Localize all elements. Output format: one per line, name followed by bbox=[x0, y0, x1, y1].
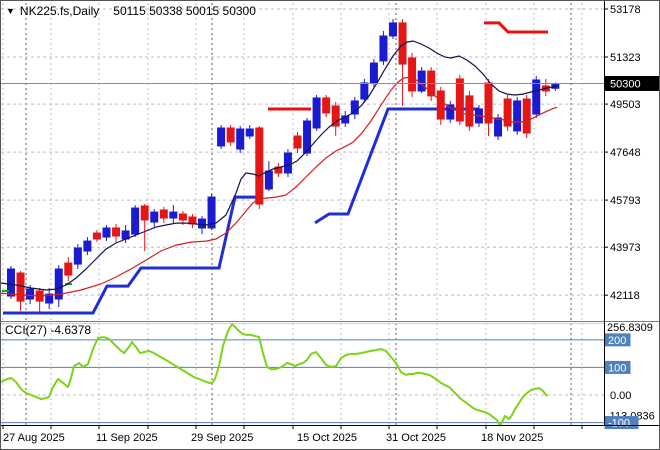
candle bbox=[446, 100, 455, 123]
candle bbox=[379, 30, 388, 65]
candle bbox=[264, 160, 273, 191]
candle bbox=[455, 74, 464, 126]
candle bbox=[112, 223, 121, 242]
support-resistance-lines bbox=[3, 21, 548, 315]
candle bbox=[83, 237, 92, 256]
cci-level-lines bbox=[1, 339, 604, 424]
candle bbox=[427, 67, 436, 101]
candle bbox=[408, 52, 417, 97]
candle bbox=[398, 19, 407, 106]
candle bbox=[436, 86, 445, 126]
candles bbox=[7, 19, 560, 313]
candle bbox=[255, 126, 264, 209]
candle bbox=[140, 204, 149, 252]
candle bbox=[131, 205, 140, 238]
chart-title: ▼ NK225.fs,Daily 50115 50338 50015 50300 bbox=[6, 4, 256, 18]
price-axis-label: 43973 bbox=[610, 242, 641, 254]
indicator-name: CCI(27) bbox=[5, 323, 48, 337]
candle bbox=[188, 214, 197, 228]
candle bbox=[245, 125, 254, 139]
candle bbox=[303, 118, 312, 157]
candle bbox=[102, 225, 111, 242]
support-line bbox=[314, 107, 479, 225]
candle bbox=[45, 288, 54, 309]
candle bbox=[217, 125, 226, 150]
candle bbox=[169, 205, 178, 223]
candle bbox=[484, 78, 493, 136]
candle bbox=[522, 94, 531, 139]
candle bbox=[293, 131, 302, 154]
cci-line bbox=[1, 323, 548, 426]
candle bbox=[312, 94, 321, 131]
time-axis-label: 11 Sep 2025 bbox=[96, 432, 158, 444]
svg-text:200: 200 bbox=[608, 335, 626, 347]
candle bbox=[274, 163, 283, 178]
candle bbox=[532, 75, 541, 119]
time-axis-label: 29 Sep 2025 bbox=[191, 432, 253, 444]
candle bbox=[150, 209, 159, 228]
time-axis-label: 27 Aug 2025 bbox=[3, 432, 65, 444]
time-axis-label: 18 Nov 2025 bbox=[481, 432, 543, 444]
chart-symbol-timeframe: NK225.fs,Daily bbox=[19, 4, 100, 18]
candle bbox=[389, 19, 397, 39]
candle bbox=[341, 111, 350, 127]
time-axis: 27 Aug 2025 11 Sep 2025 29 Sep 2025 15 Oct … bbox=[3, 432, 543, 444]
candle bbox=[331, 101, 340, 136]
price-axis-label: 42118 bbox=[610, 290, 640, 302]
candle bbox=[322, 94, 331, 117]
candle bbox=[35, 288, 44, 313]
candle bbox=[226, 125, 235, 146]
candle bbox=[417, 67, 426, 94]
svg-text:256.8309: 256.8309 bbox=[607, 322, 653, 334]
svg-text:-100: -100 bbox=[608, 418, 630, 430]
candle bbox=[64, 257, 73, 282]
indicator-label: CCI(27) -4.6378 bbox=[5, 323, 91, 337]
time-axis-label: 31 Oct 2025 bbox=[386, 432, 446, 444]
svg-text:100: 100 bbox=[608, 362, 626, 374]
candle bbox=[360, 78, 369, 104]
grid-lines bbox=[1, 3, 604, 425]
candle bbox=[92, 230, 101, 242]
candle bbox=[16, 271, 25, 312]
candle bbox=[54, 264, 63, 308]
candle bbox=[465, 90, 474, 131]
price-axis-label: 51323 bbox=[610, 52, 641, 64]
chart-frame bbox=[1, 1, 659, 429]
price-axis: 53178 51323 49503 47648 45793 43973 42118 bbox=[604, 4, 641, 302]
moving-averages bbox=[1, 40, 558, 297]
candle bbox=[494, 114, 503, 141]
ma-fast-line bbox=[1, 40, 558, 291]
svg-text:0.00: 0.00 bbox=[610, 390, 631, 402]
ma-slow-line bbox=[1, 76, 558, 297]
candle bbox=[236, 126, 245, 154]
chart-ohlc-values: 50115 50338 50015 50300 bbox=[113, 4, 256, 18]
time-axis-label: 15 Oct 2025 bbox=[297, 432, 357, 444]
price-axis-label: 53178 bbox=[610, 4, 641, 16]
candle bbox=[283, 149, 292, 178]
price-axis-label: 47648 bbox=[610, 147, 641, 159]
price-axis-label: 45793 bbox=[610, 195, 641, 207]
price-axis-label: 49503 bbox=[610, 99, 641, 111]
svg-text:50300: 50300 bbox=[610, 78, 641, 90]
symbol-dropdown-icon[interactable]: ▼ bbox=[6, 6, 15, 16]
candle bbox=[159, 207, 168, 223]
candle bbox=[513, 96, 522, 135]
resistance-line bbox=[484, 21, 548, 34]
candle bbox=[503, 94, 512, 131]
current-price-tag: 50300 bbox=[604, 75, 659, 91]
candle bbox=[350, 96, 359, 120]
candle bbox=[369, 59, 378, 87]
indicator-value: -4.6378 bbox=[50, 323, 92, 337]
candle bbox=[73, 244, 82, 270]
support-line bbox=[3, 195, 259, 315]
